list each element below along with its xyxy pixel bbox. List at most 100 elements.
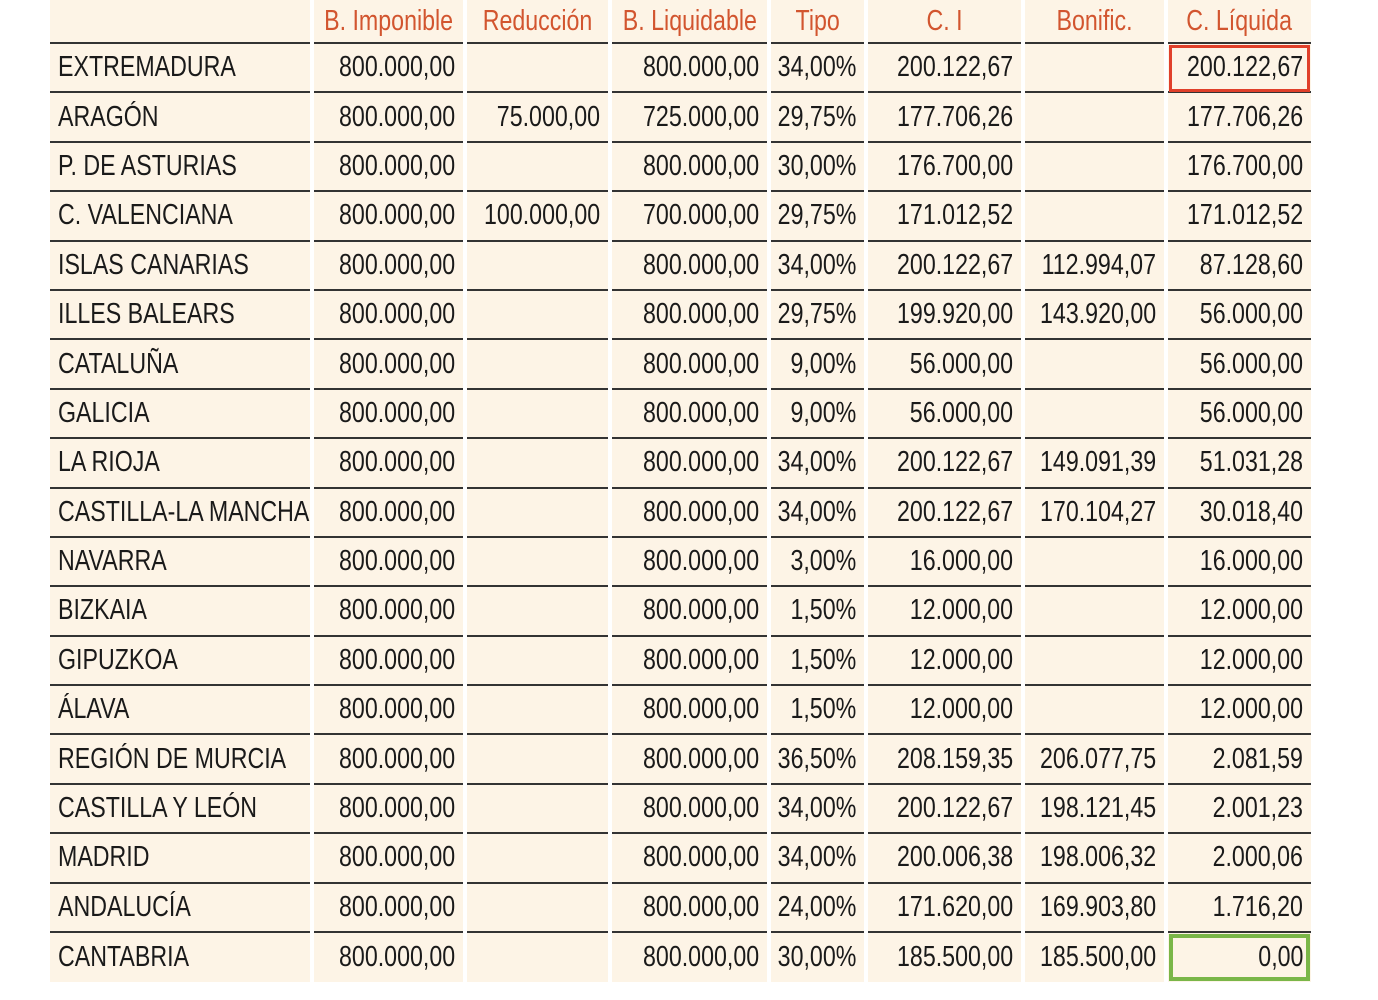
cell-text: 800.000,00: [642, 396, 759, 429]
cell-base-liquidable: 800.000,00: [612, 340, 767, 390]
cell-text: GALICIA: [58, 396, 150, 429]
cell-text: 800.000,00: [338, 495, 455, 528]
cell-text: BIZKAIA: [58, 594, 147, 627]
cell-text: 198.121,45: [1039, 792, 1156, 825]
cell-text: 800.000,00: [338, 545, 455, 578]
cell-cuota-integra: 12.000,00: [868, 587, 1021, 637]
cell-cuota-integra: 200.122,67: [868, 488, 1021, 538]
cell-tipo: 30,00%: [771, 933, 864, 983]
header-label: C. Líquida: [1186, 4, 1293, 37]
cell-cuota-integra: 16.000,00: [868, 537, 1021, 588]
table-row: ILLES BALEARS 800.000,00 800.000,00 29,75% 1…: [50, 290, 1311, 341]
cell-cuota-integra: 200.122,67: [868, 241, 1021, 291]
cell-cuota-liquida: 176.700,00: [1168, 142, 1311, 193]
header-base-imponible: B. Imponible: [314, 0, 463, 44]
header-region: [50, 0, 310, 44]
header-reduccion: Reducción: [467, 0, 608, 44]
cell-text: 800.000,00: [338, 51, 455, 84]
cell-base-liquidable: 800.000,00: [612, 241, 767, 291]
cell-text: 800.000,00: [642, 841, 759, 874]
cell-reduccion: 75.000,00: [467, 93, 608, 143]
cell-reduccion: [467, 241, 608, 291]
cell-bonificacion: 149.091,39: [1025, 439, 1164, 489]
cell-text: 2.081,59: [1212, 742, 1303, 775]
table-row: ANDALUCÍA 800.000,00 800.000,00 24,00% 171.6…: [50, 883, 1311, 934]
cell-base-liquidable: 800.000,00: [612, 142, 767, 193]
cell-base-liquidable: 800.000,00: [612, 883, 767, 934]
cell-cuota-liquida: 177.706,26: [1168, 93, 1311, 143]
cell-text: 800.000,00: [338, 792, 455, 825]
cell-text: 12.000,00: [1199, 643, 1303, 676]
cell-text: 34,00%: [777, 446, 856, 479]
cell-tipo: 9,00%: [771, 340, 864, 390]
cell-reduccion: [467, 883, 608, 934]
cell-cuota-liquida: 87.128,60: [1168, 241, 1311, 291]
cell-text: 800.000,00: [642, 742, 759, 775]
cell-text: 34,00%: [777, 495, 856, 528]
cell-cuota-liquida: 30.018,40: [1168, 488, 1311, 538]
table-row: LA RIOJA 800.000,00 800.000,00 34,00% 200.12…: [50, 439, 1311, 489]
cell-region: BIZKAIA: [50, 587, 310, 637]
cell-bonificacion: 185.500,00: [1025, 933, 1164, 983]
cell-text: 800.000,00: [642, 545, 759, 578]
cell-base-imponible: 800.000,00: [314, 93, 463, 143]
cell-cuota-liquida: 16.000,00: [1168, 537, 1311, 588]
cell-text: 56.000,00: [1199, 298, 1303, 331]
cell-bonificacion: [1025, 93, 1164, 143]
cell-region: MADRID: [50, 834, 310, 884]
cell-text: 149.091,39: [1039, 446, 1156, 479]
cell-region: ANDALUCÍA: [50, 883, 310, 934]
header-label: C. I: [926, 4, 963, 37]
cell-text: 206.077,75: [1039, 742, 1156, 775]
cell-text: 176.700,00: [1186, 149, 1303, 182]
cell-text: 36,50%: [777, 742, 856, 775]
cell-text: C. VALENCIANA: [58, 199, 233, 232]
cell-base-imponible: 800.000,00: [314, 241, 463, 291]
cell-tipo: 34,00%: [771, 834, 864, 884]
cell-reduccion: 100.000,00: [467, 192, 608, 242]
cell-cuota-liquida: 56.000,00: [1168, 340, 1311, 390]
cell-text: 208.159,35: [896, 742, 1013, 775]
cell-cuota-liquida: 0,00: [1168, 933, 1311, 983]
cell-text: 800.000,00: [642, 643, 759, 676]
cell-base-imponible: 800.000,00: [314, 142, 463, 193]
header-cuota-integra: C. I: [868, 0, 1021, 44]
cell-text: 800.000,00: [338, 100, 455, 133]
cell-text: 800.000,00: [642, 298, 759, 331]
cell-region: C. VALENCIANA: [50, 192, 310, 242]
cell-cuota-liquida: 12.000,00: [1168, 636, 1311, 687]
cell-tipo: 1,50%: [771, 587, 864, 637]
cell-text: 100.000,00: [483, 199, 600, 232]
cell-reduccion: [467, 686, 608, 736]
cell-text: 29,75%: [777, 100, 856, 133]
cell-text: LA RIOJA: [58, 446, 160, 479]
cell-tipo: 36,50%: [771, 735, 864, 785]
table-row: NAVARRA 800.000,00 800.000,00 3,00% 16.000,0…: [50, 537, 1311, 588]
tax-comparison-table: B. Imponible Reducción B. Liquidable Tipo C.…: [46, 0, 1315, 983]
cell-text: 185.500,00: [1039, 941, 1156, 974]
cell-text: 800.000,00: [642, 495, 759, 528]
cell-text: MADRID: [58, 841, 150, 874]
cell-text: 12.000,00: [909, 594, 1013, 627]
cell-text: 800.000,00: [338, 149, 455, 182]
cell-text: ANDALUCÍA: [58, 890, 191, 923]
cell-tipo: 34,00%: [771, 488, 864, 538]
cell-text: 800.000,00: [338, 199, 455, 232]
table-row: GIPUZKOA 800.000,00 800.000,00 1,50% 12.000,…: [50, 636, 1311, 687]
header-label: B. Imponible: [324, 4, 453, 37]
cell-tipo: 29,75%: [771, 93, 864, 143]
table-row: BIZKAIA 800.000,00 800.000,00 1,50% 12.000,0…: [50, 587, 1311, 637]
cell-text: 200.122,67: [1186, 51, 1303, 84]
cell-base-imponible: 800.000,00: [314, 488, 463, 538]
cell-tipo: 30,00%: [771, 142, 864, 193]
header-label: Bonific.: [1056, 4, 1133, 37]
cell-cuota-liquida: 2.081,59: [1168, 735, 1311, 785]
cell-base-imponible: 800.000,00: [314, 735, 463, 785]
cell-text: 29,75%: [777, 199, 856, 232]
table-row: ÁLAVA 800.000,00 800.000,00 1,50% 12.000,00 1…: [50, 686, 1311, 736]
cell-text: 2.001,23: [1212, 792, 1303, 825]
cell-reduccion: [467, 142, 608, 193]
cell-text: 30.018,40: [1199, 495, 1303, 528]
cell-base-imponible: 800.000,00: [314, 44, 463, 94]
cell-text: 800.000,00: [642, 51, 759, 84]
